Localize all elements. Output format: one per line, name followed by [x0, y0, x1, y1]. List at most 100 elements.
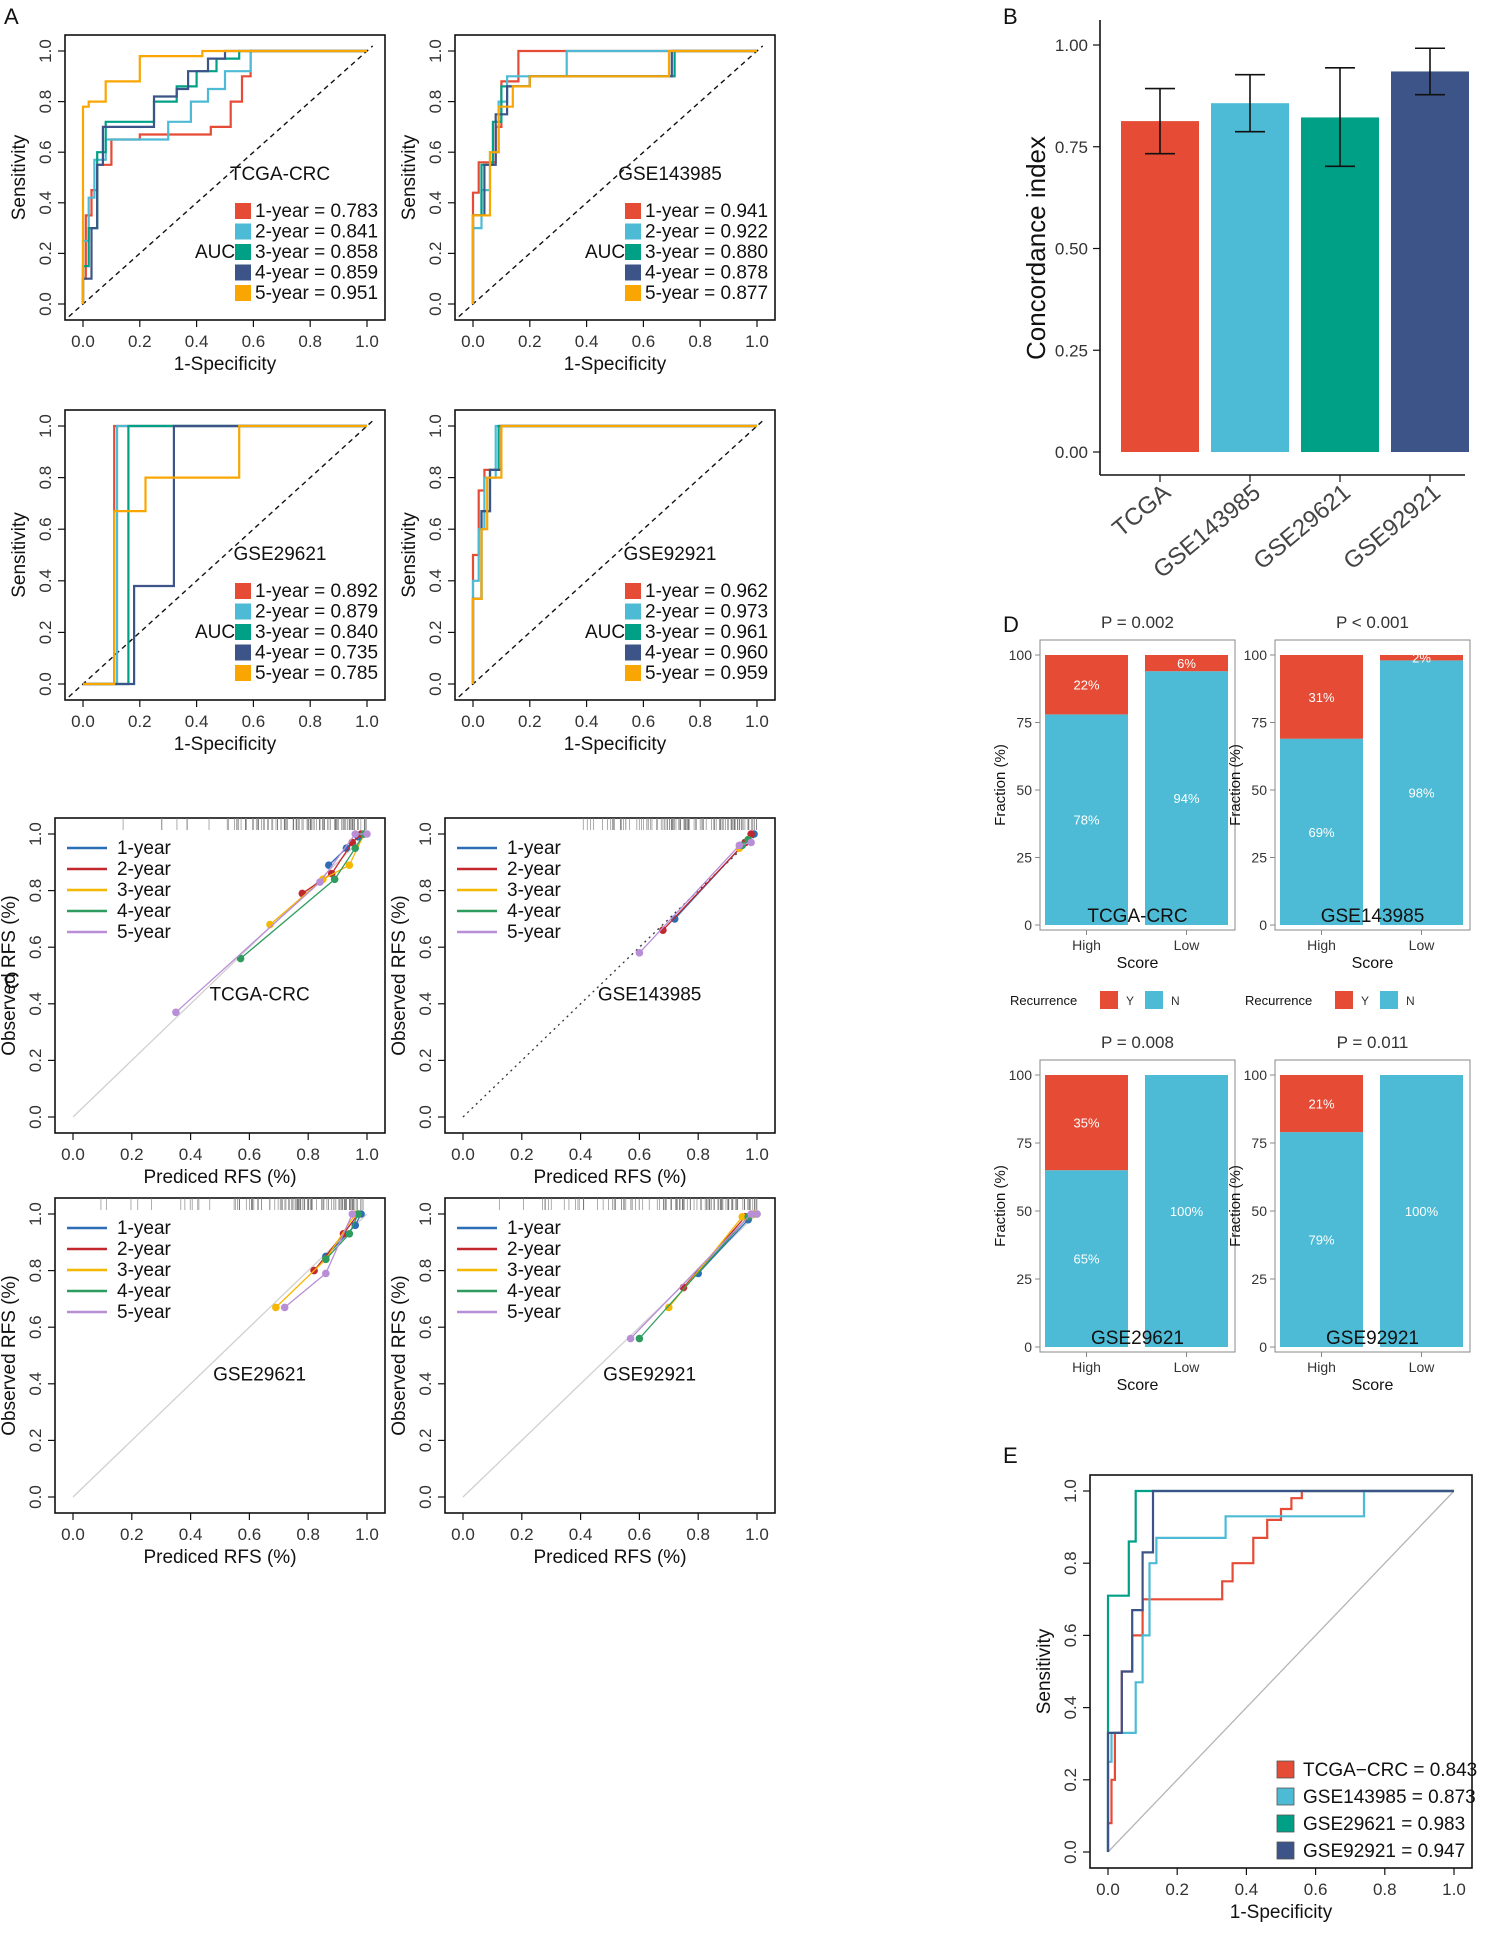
reference-diagonal: [68, 420, 374, 698]
x-tick-label: 0.2: [128, 332, 152, 351]
x-tick-label: 1.0: [745, 712, 769, 731]
x-tick-label: 0.8: [296, 1525, 320, 1544]
series-line-5: [83, 424, 367, 686]
series-line-4: [83, 424, 367, 686]
x-tick-label: 0.6: [242, 712, 266, 731]
y-tick-label: 0.2: [36, 242, 55, 266]
y-tick-label: 25: [1016, 1271, 1032, 1287]
legend-label: Y: [1361, 994, 1369, 1008]
stacked-bar-n: [1045, 1170, 1128, 1347]
x-tick-label: 0.8: [686, 1525, 710, 1544]
legend-swatch: [1276, 1814, 1295, 1833]
calibration-point: [345, 1230, 354, 1238]
y-tick-label: 0.4: [426, 191, 445, 215]
plot-frame: [64, 409, 386, 701]
legend-swatch: [1276, 1787, 1295, 1806]
legend-label: 4-year = 0.960: [645, 643, 768, 664]
legend-swatch: [235, 223, 251, 240]
y-tick-label: 0.2: [426, 242, 445, 266]
legend-label: N: [1406, 994, 1415, 1008]
stacked-bar-n: [1145, 1075, 1228, 1347]
x-tick-label: 0.8: [296, 1145, 320, 1164]
x-axis-label: Score: [1117, 955, 1159, 972]
legend-swatch: [235, 264, 251, 281]
legend-label: 3-year: [507, 1260, 562, 1281]
calibration-point: [322, 1255, 330, 1264]
calibration-point: [330, 875, 339, 884]
calibration-point: [659, 926, 667, 935]
y-axis-label: Observed RFS (%): [389, 1275, 410, 1435]
y-tick-label: 75: [1251, 1135, 1267, 1151]
y-tick-label: 0.4: [416, 1372, 435, 1396]
legend-label: 4-year: [507, 901, 562, 922]
bar-value-label: 35%: [1073, 1116, 1099, 1131]
y-axis-label: Sensitivity: [399, 134, 420, 220]
legend-label: 2-year: [507, 859, 562, 880]
y-tick-label: 1.0: [426, 39, 445, 63]
x-axis-label: Score: [1352, 1377, 1394, 1394]
y-axis-label: Concordance index: [1021, 136, 1051, 360]
calibration-point: [342, 844, 351, 852]
panel-letter-e: E: [1003, 1443, 1018, 1468]
x-tick-label: 0.4: [185, 712, 209, 731]
calibration-point: [351, 844, 360, 852]
legend-label: 2-year: [117, 859, 172, 880]
auc-label: AUC: [585, 242, 625, 263]
series-line-4: [240, 833, 365, 959]
plot-frame: [454, 34, 776, 321]
calibration-point: [351, 830, 360, 838]
bar-gse143985: [1211, 103, 1289, 453]
y-axis-label: Fraction (%): [992, 744, 1009, 826]
series-line-5: [471, 49, 757, 304]
plot-frame: [1039, 1059, 1236, 1353]
x-tick-label: 0.6: [242, 332, 266, 351]
legend-swatch: [625, 285, 641, 301]
stacked-bar-n: [1380, 660, 1463, 925]
y-tick-label: 0.8: [1061, 1551, 1080, 1575]
legend-label: GSE29621 = 0.983: [1303, 1814, 1465, 1835]
chart-title: GSE29621: [234, 544, 327, 565]
calibration-point: [753, 1210, 761, 1218]
panel-c1: 0.0 0.0 0.2 0.2 0.4 0.4 0.6 0.6 0.8 0.8 1.0 1.0 Pred…: [0, 817, 386, 1188]
legend-title: Recurrence: [1245, 993, 1312, 1008]
panel-a4: 0.0 0.0 0.2 0.2 0.4 0.4 0.6 0.6 0.8 0.8 1.0 1.0 1-Sp…: [399, 409, 776, 755]
legend-label: GSE143985 = 0.873: [1303, 1787, 1476, 1808]
calibration-point: [266, 920, 274, 929]
bar-value-label: 78%: [1073, 813, 1099, 828]
y-tick-label: 100: [1244, 647, 1268, 663]
y-tick-label: 75: [1016, 1135, 1032, 1151]
calibration-point: [345, 861, 354, 869]
legend-label: 5-year: [507, 922, 562, 943]
calibration-point: [354, 1210, 362, 1218]
x-tick-label: 1.0: [355, 332, 379, 351]
series-line-5: [81, 49, 367, 304]
chart-title: GSE92921: [603, 1365, 696, 1386]
legend-swatch: [625, 583, 641, 599]
stacked-bar-y: [1145, 655, 1228, 672]
y-axis-label: Fraction (%): [1227, 744, 1244, 826]
legend-swatch: [625, 665, 641, 681]
y-tick-label: 0.8: [416, 1259, 435, 1283]
p-value-title: P = 0.008: [1101, 1033, 1174, 1052]
y-tick-label: 1.0: [416, 822, 435, 846]
legend-label: 1-year: [507, 838, 562, 859]
calibration-point: [626, 1334, 635, 1343]
legend-label: 5-year = 0.959: [645, 663, 768, 684]
series-line-3: [1106, 1489, 1454, 1852]
x-tick-label: 0.2: [510, 1145, 534, 1164]
legend-label: 1-year: [117, 838, 172, 859]
y-tick-label: 1.0: [416, 1202, 435, 1226]
y-tick-label: 0.6: [26, 1315, 45, 1339]
panel-letter-b: B: [1003, 4, 1018, 29]
legend-label: 3-year: [117, 1260, 172, 1281]
calibration-point: [236, 954, 245, 963]
y-tick-label: 1.0: [1061, 1479, 1080, 1503]
y-tick-label: 0.6: [26, 935, 45, 959]
x-tick-label: 0.0: [451, 1145, 475, 1164]
panel-a3: 0.0 0.0 0.2 0.2 0.4 0.4 0.6 0.6 0.8 0.8 1.0 1.0 1-Sp…: [9, 409, 386, 755]
calibration-point: [322, 1269, 330, 1278]
y-tick-label: 0: [1259, 917, 1267, 933]
x-tick-label: High: [1307, 1359, 1336, 1375]
reference-diagonal: [458, 45, 764, 318]
stacked-bar-n: [1380, 1075, 1463, 1347]
